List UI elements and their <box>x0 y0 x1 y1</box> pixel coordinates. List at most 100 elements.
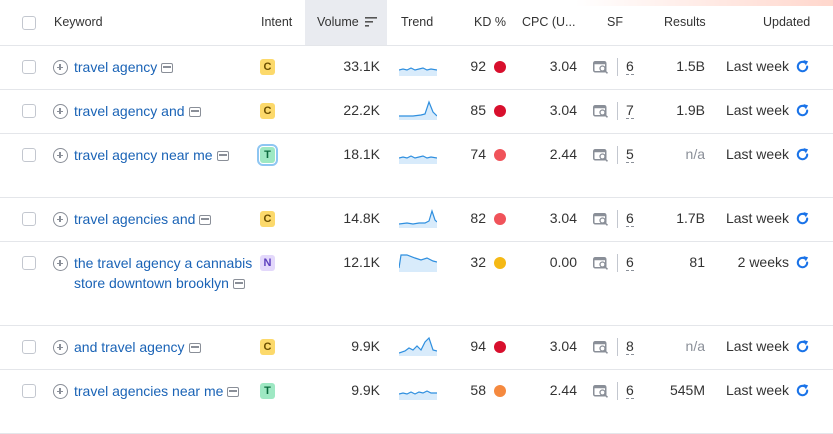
updated-value: Last week <box>725 382 789 398</box>
refresh-icon[interactable] <box>795 383 810 398</box>
sf-divider <box>617 210 618 228</box>
sf-divider <box>617 58 618 76</box>
trend-sparkline <box>399 336 437 356</box>
col-keyword[interactable]: Keyword <box>54 15 103 29</box>
search-features-icon[interactable] <box>593 341 609 354</box>
plus-circle-icon[interactable] <box>53 384 68 399</box>
serp-snapshot-icon[interactable] <box>161 63 174 73</box>
trend-sparkline <box>399 390 437 400</box>
serp-snapshot-icon[interactable] <box>216 151 229 161</box>
sf-count[interactable]: 6 <box>626 382 634 399</box>
sf-divider <box>617 254 618 272</box>
cpc-value: 3.04 <box>549 210 577 226</box>
kd-value: 58 <box>470 382 486 398</box>
updated-value: Last week <box>725 102 789 118</box>
kd-difficulty-dot <box>494 149 506 161</box>
sf-count[interactable]: 6 <box>626 58 634 75</box>
intent-badge: T <box>257 144 278 166</box>
serp-snapshot-icon[interactable] <box>232 279 245 289</box>
cpc-value: 2.44 <box>549 382 577 398</box>
intent-badge: C <box>260 211 275 227</box>
search-features-icon[interactable] <box>593 385 609 398</box>
kd-value: 74 <box>470 146 486 162</box>
kd-difficulty-dot <box>494 61 506 73</box>
keyword-link[interactable]: travel agency and <box>74 103 185 119</box>
keyword-cell: and travel agency <box>74 337 254 357</box>
col-updated[interactable]: Updated <box>763 15 811 29</box>
row-checkbox[interactable] <box>22 256 36 270</box>
results-value: 545M <box>669 382 705 398</box>
keyword-link[interactable]: travel agency near me <box>74 147 213 163</box>
row-checkbox[interactable] <box>22 104 36 118</box>
keyword-link[interactable]: travel agencies and <box>74 211 196 227</box>
volume-value: 9.9K <box>351 382 380 398</box>
intent-badge: C <box>260 59 275 75</box>
plus-circle-icon[interactable] <box>53 212 68 227</box>
cpc-value: 3.04 <box>549 58 577 74</box>
sf-count[interactable]: 5 <box>626 146 634 163</box>
plus-circle-icon[interactable] <box>53 340 68 355</box>
refresh-icon[interactable] <box>795 103 810 118</box>
col-cpc[interactable]: CPC (U... <box>522 15 576 29</box>
serp-snapshot-icon[interactable] <box>188 107 201 117</box>
serp-snapshot-icon[interactable] <box>199 215 212 225</box>
refresh-icon[interactable] <box>795 211 810 226</box>
volume-value: 14.8K <box>343 210 380 226</box>
kd-difficulty-dot <box>494 257 506 269</box>
plus-circle-icon[interactable] <box>53 256 68 271</box>
plus-circle-icon[interactable] <box>53 104 68 119</box>
search-features-icon[interactable] <box>593 105 609 118</box>
sort-desc-icon <box>365 17 378 27</box>
keyword-link[interactable]: and travel agency <box>74 339 185 355</box>
row-checkbox[interactable] <box>22 384 36 398</box>
updated-value: Last week <box>725 338 789 354</box>
refresh-icon[interactable] <box>795 255 810 270</box>
updated-value: Last week <box>725 210 789 226</box>
col-volume[interactable]: Volume <box>305 0 387 45</box>
refresh-icon[interactable] <box>795 147 810 162</box>
table-header: Keyword Intent Volume Trend KD % CPC (U.… <box>0 0 833 46</box>
sf-divider <box>617 382 618 400</box>
volume-value: 9.9K <box>351 338 380 354</box>
plus-circle-icon[interactable] <box>53 148 68 163</box>
trend-sparkline <box>399 254 437 272</box>
col-trend[interactable]: Trend <box>401 15 434 29</box>
row-checkbox[interactable] <box>22 340 36 354</box>
sf-count[interactable]: 8 <box>626 338 634 355</box>
col-intent[interactable]: Intent <box>261 15 293 29</box>
row-checkbox[interactable] <box>22 148 36 162</box>
serp-snapshot-icon[interactable] <box>227 387 240 397</box>
keyword-link[interactable]: travel agencies near me <box>74 383 224 399</box>
row-checkbox[interactable] <box>22 212 36 226</box>
volume-value: 22.2K <box>343 102 380 118</box>
header-accent <box>575 0 833 6</box>
updated-value: Last week <box>725 146 789 162</box>
search-features-icon[interactable] <box>593 149 609 162</box>
sf-count[interactable]: 6 <box>626 254 634 271</box>
keyword-link[interactable]: travel agency <box>74 59 158 75</box>
search-features-icon[interactable] <box>593 213 609 226</box>
refresh-icon[interactable] <box>795 339 810 354</box>
table-row: travel agency and C 22.2K 85 3.04 7 1.9B Last w… <box>0 89 833 134</box>
sf-count[interactable]: 6 <box>626 210 634 227</box>
col-results[interactable]: Results <box>664 15 706 29</box>
sf-count[interactable]: 7 <box>626 102 634 119</box>
refresh-icon[interactable] <box>795 59 810 74</box>
plus-circle-icon[interactable] <box>53 60 68 75</box>
table-row: travel agencies and C 14.8K 82 3.04 6 1.7B Last… <box>0 197 833 242</box>
row-checkbox[interactable] <box>22 60 36 74</box>
results-value: n/a <box>685 146 705 162</box>
updated-value: Last week <box>725 58 789 74</box>
keyword-link[interactable]: the travel agency a cannabis store downt… <box>74 255 253 291</box>
results-value: n/a <box>685 338 705 354</box>
search-features-icon[interactable] <box>593 257 609 270</box>
volume-value: 12.1K <box>343 254 380 270</box>
serp-snapshot-icon[interactable] <box>188 343 201 353</box>
search-features-icon[interactable] <box>593 61 609 74</box>
keyword-cell: travel agency <box>74 57 254 77</box>
trend-sparkline <box>399 100 437 120</box>
col-kd[interactable]: KD % <box>474 15 506 29</box>
select-all-checkbox[interactable] <box>22 16 36 30</box>
table-row: the travel agency a cannabis store downt… <box>0 241 833 326</box>
col-sf[interactable]: SF <box>607 15 623 29</box>
